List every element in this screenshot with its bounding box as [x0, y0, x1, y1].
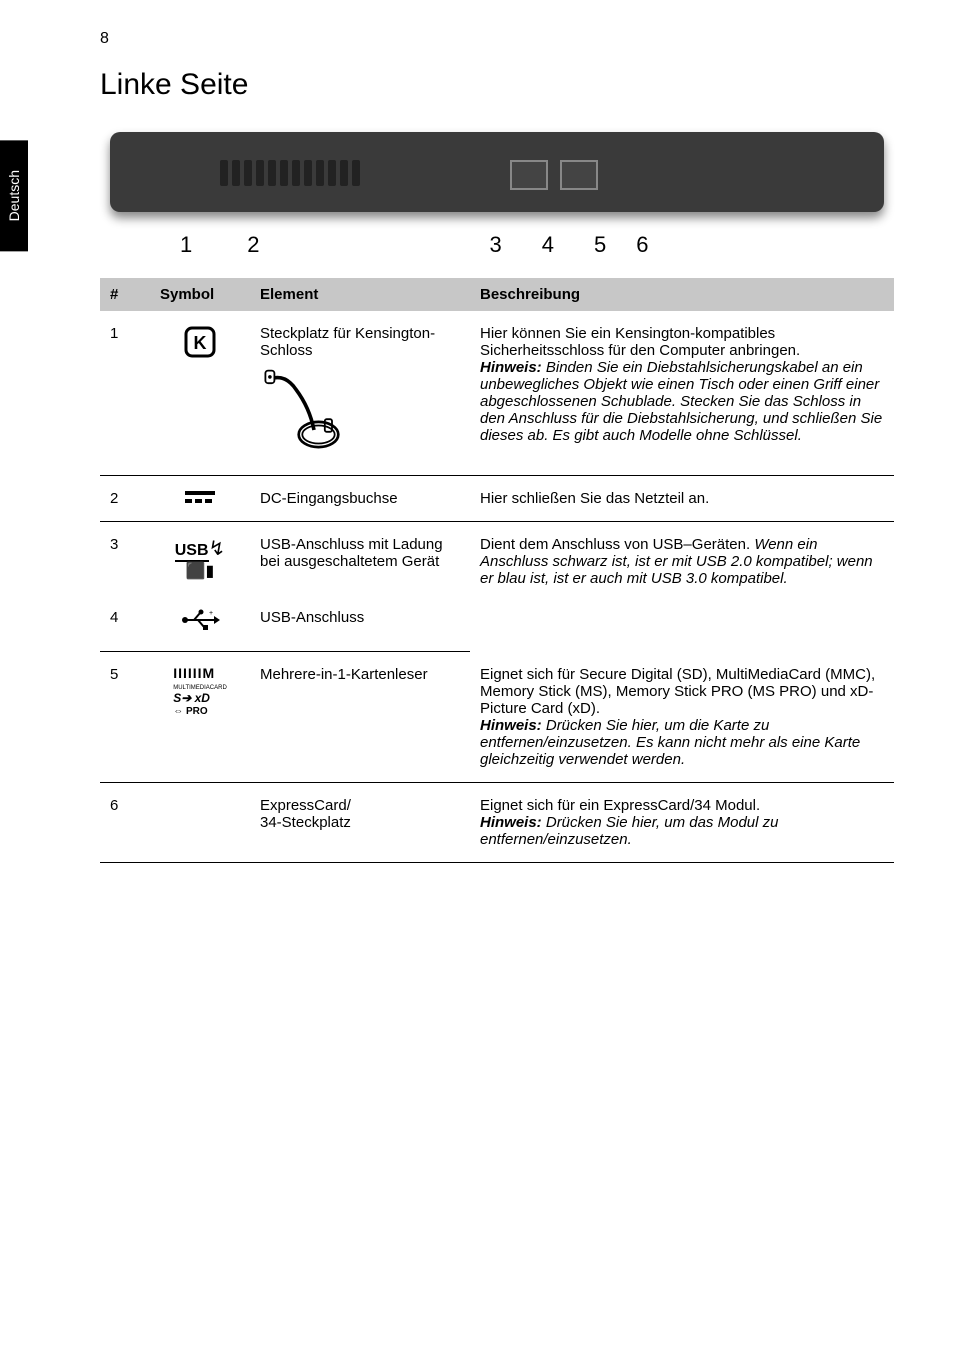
row-element: Steckplatz für Kensington-Schloss — [250, 311, 470, 476]
header-element: Element — [250, 278, 470, 311]
table-row: 3 USB↯ ⬛▮ USB-Anschluss mit Ladung bei a… — [100, 522, 894, 596]
row-num: 5 — [100, 652, 150, 783]
hinweis-label: Hinweis: — [480, 814, 542, 831]
row-symbol: + — [150, 595, 250, 652]
desc-text: Hier können Sie ein Kensington-kompatibl… — [480, 325, 800, 359]
row-num: 1 — [100, 311, 150, 476]
header-desc: Beschreibung — [470, 278, 894, 311]
row-num: 3 — [100, 522, 150, 596]
callout-1: 1 — [180, 232, 192, 258]
callout-2: 2 — [247, 232, 259, 258]
row-element: DC-Eingangsbuchse — [250, 476, 470, 522]
desc-text: Eignet sich für ein ExpressCard/34 Modul… — [480, 797, 760, 814]
desc-text: Dient dem Anschluss von USB–Geräten. — [480, 536, 750, 553]
row-symbol — [150, 476, 250, 522]
header-num: # — [100, 278, 150, 311]
row-num: 2 — [100, 476, 150, 522]
row-desc: Eignet sich für Secure Digital (SD), Mul… — [470, 652, 894, 783]
row-desc: Hier schließen Sie das Netzteil an. — [470, 476, 894, 522]
table-row: 6 ExpressCard/ 34-Steckplatz Eignet sich… — [100, 782, 894, 862]
callout-4: 4 — [542, 232, 554, 258]
row-num: 4 — [100, 595, 150, 652]
callout-3: 3 — [490, 232, 502, 258]
row-element: USB-Anschluss mit Ladung bei ausgeschalt… — [250, 522, 470, 596]
usb-charge-icon: USB↯ ⬛▮ — [175, 542, 226, 580]
page-number: 8 — [100, 30, 894, 48]
row-desc: Hier können Sie ein Kensington-kompatibl… — [470, 311, 894, 476]
svg-text:+: + — [209, 610, 213, 617]
table-header-row: # Symbol Element Beschreibung — [100, 278, 894, 311]
kensington-figure — [260, 359, 460, 461]
usb-icon: + — [180, 611, 220, 636]
table-row: 1 K Steckplatz für Kensington-Schloss — [100, 311, 894, 476]
row-symbol: IIIIIIM MULTIMEDIACARD S➔ xD ⇔ PRO — [150, 652, 250, 783]
svg-text:K: K — [194, 333, 207, 353]
laptop-side-figure — [100, 132, 894, 212]
table-row: 5 IIIIIIM MULTIMEDIACARD S➔ xD ⇔ PRO Meh… — [100, 652, 894, 783]
hinweis-label: Hinweis: — [480, 717, 542, 734]
callout-numbers: 1 2 3 4 5 6 — [100, 222, 894, 278]
page-title: Linke Seite — [100, 68, 894, 102]
row-element: Mehrere-in-1-Kartenleser — [250, 652, 470, 783]
element-label: Steckplatz für Kensington-Schloss — [260, 325, 435, 359]
callout-6: 6 — [636, 232, 648, 258]
spec-table: # Symbol Element Beschreibung 1 K — [100, 278, 894, 863]
hinweis-label: Hinweis: — [480, 359, 542, 376]
table-row: 2 DC-Eingangsbuchse Hier schließen Sie d… — [100, 476, 894, 522]
row-symbol: K — [150, 311, 250, 476]
dc-power-icon — [185, 491, 215, 503]
language-tab: Deutsch — [0, 140, 28, 251]
header-symbol: Symbol — [150, 278, 250, 311]
multicard-icon: IIIIIIM MULTIMEDIACARD S➔ xD ⇔ PRO — [173, 666, 227, 717]
row-symbol: USB↯ ⬛▮ — [150, 522, 250, 596]
callout-5: 5 — [594, 232, 606, 258]
row-desc: Dient dem Anschluss von USB–Geräten. Wen… — [470, 522, 894, 652]
row-element: USB-Anschluss — [250, 595, 470, 652]
desc-text: Eignet sich für Secure Digital (SD), Mul… — [480, 666, 875, 717]
row-desc: Eignet sich für ein ExpressCard/34 Modul… — [470, 782, 894, 862]
row-num: 6 — [100, 782, 150, 862]
row-symbol — [150, 782, 250, 862]
row-element: ExpressCard/ 34-Steckplatz — [250, 782, 470, 862]
kensington-lock-icon: K — [183, 325, 217, 365]
